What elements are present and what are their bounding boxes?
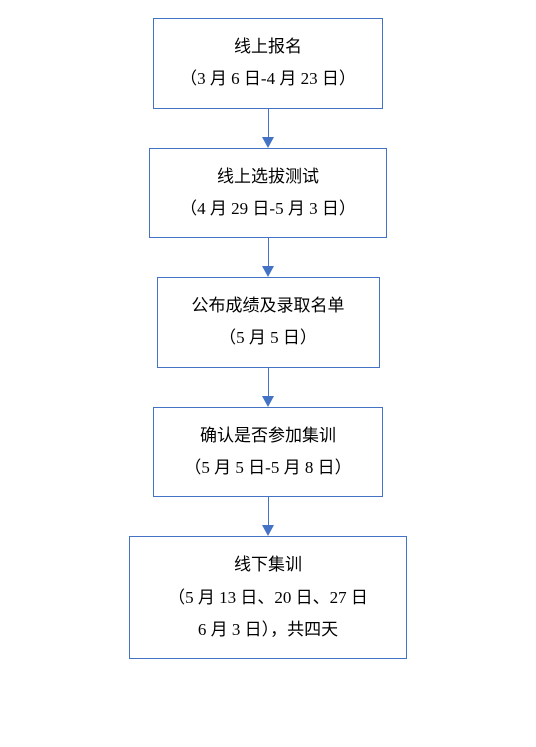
node-text-line: 线下集训	[234, 549, 302, 581]
arrow-down-icon	[262, 497, 274, 536]
flowchart-node-1: 线上报名（3 月 6 日-4 月 23 日）	[153, 18, 383, 109]
node-text-line: （5 月 5 日）	[219, 322, 317, 354]
flowchart-node-5: 线下集训（5 月 13 日、20 日、27 日6 月 3 日），共四天	[129, 536, 407, 659]
node-text-line: 6 月 3 日），共四天	[198, 614, 338, 646]
node-text-line: 确认是否参加集训	[200, 420, 336, 452]
flowchart-node-3: 公布成绩及录取名单（5 月 5 日）	[157, 277, 380, 368]
flowchart-node-2: 线上选拔测试（4 月 29 日-5 月 3 日）	[149, 148, 387, 239]
arrow-head	[262, 525, 274, 536]
arrow-line	[268, 238, 269, 267]
arrow-down-icon	[262, 368, 274, 407]
arrow-head	[262, 137, 274, 148]
node-text-line: （5 月 5 日-5 月 8 日）	[184, 452, 351, 484]
arrow-head	[262, 266, 274, 277]
flowchart-node-4: 确认是否参加集训（5 月 5 日-5 月 8 日）	[153, 407, 383, 498]
node-text-line: （3 月 6 日-4 月 23 日）	[180, 63, 356, 95]
arrow-line	[268, 109, 269, 138]
arrow-head	[262, 396, 274, 407]
arrow-line	[268, 497, 269, 526]
flowchart-container: 线上报名（3 月 6 日-4 月 23 日） 线上选拔测试（4 月 29 日-5 …	[0, 0, 536, 659]
node-text-line: 公布成绩及录取名单	[192, 290, 345, 322]
arrow-down-icon	[262, 109, 274, 148]
node-text-line: （5 月 13 日、20 日、27 日	[168, 582, 368, 614]
node-text-line: （4 月 29 日-5 月 3 日）	[180, 193, 356, 225]
node-text-line: 线上报名	[234, 31, 302, 63]
node-text-line: 线上选拔测试	[217, 161, 319, 193]
arrow-down-icon	[262, 238, 274, 277]
arrow-line	[268, 368, 269, 397]
